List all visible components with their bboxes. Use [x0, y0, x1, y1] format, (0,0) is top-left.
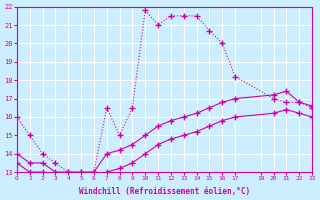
- X-axis label: Windchill (Refroidissement éolien,°C): Windchill (Refroidissement éolien,°C): [79, 187, 250, 196]
